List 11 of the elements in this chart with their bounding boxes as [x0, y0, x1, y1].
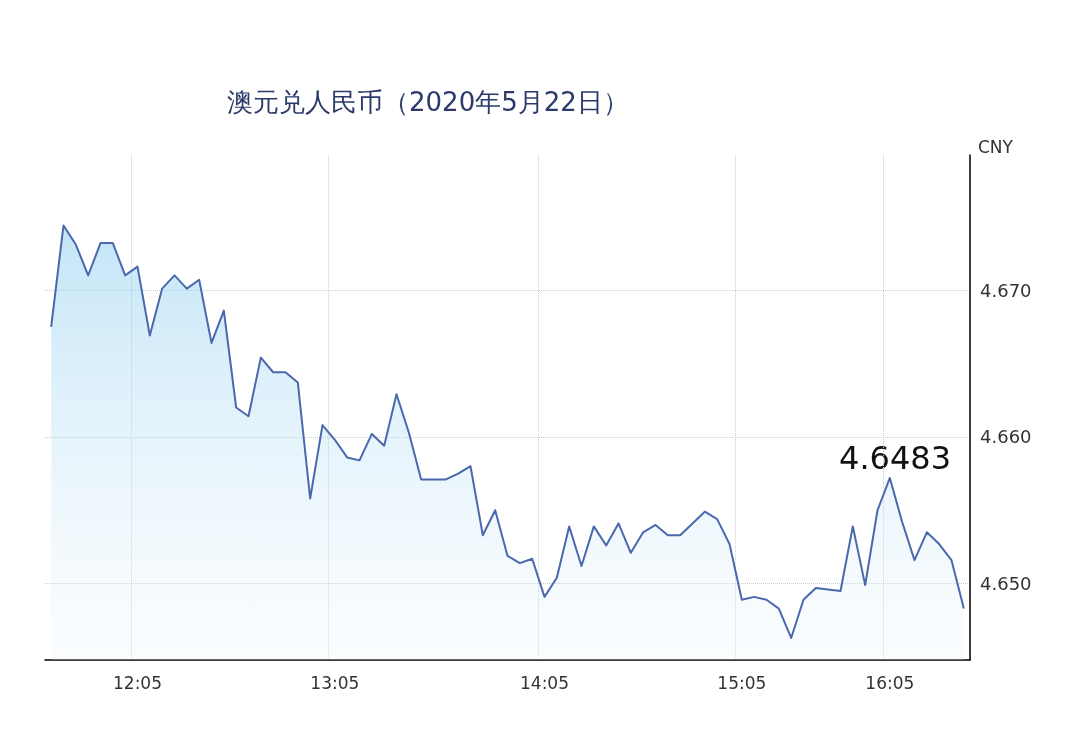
x-tick-label: 15:05 — [717, 672, 767, 693]
y-tick-label: 4.660 — [980, 426, 1032, 448]
annotation: 4.6483 — [839, 439, 951, 477]
x-tick-label: 16:05 — [865, 672, 915, 693]
x-tick-label: 13:05 — [310, 672, 360, 693]
y-tick-label: 4.670 — [980, 279, 1032, 301]
x-tick-label: 12:05 — [113, 672, 162, 693]
y-tick-label: 4.650 — [980, 573, 1032, 595]
chart-title: 澳元兑人民币（2020年5月22日） — [227, 87, 629, 117]
y-axis-title: CNY — [978, 136, 1014, 157]
x-tick-label: 14:05 — [520, 672, 569, 693]
